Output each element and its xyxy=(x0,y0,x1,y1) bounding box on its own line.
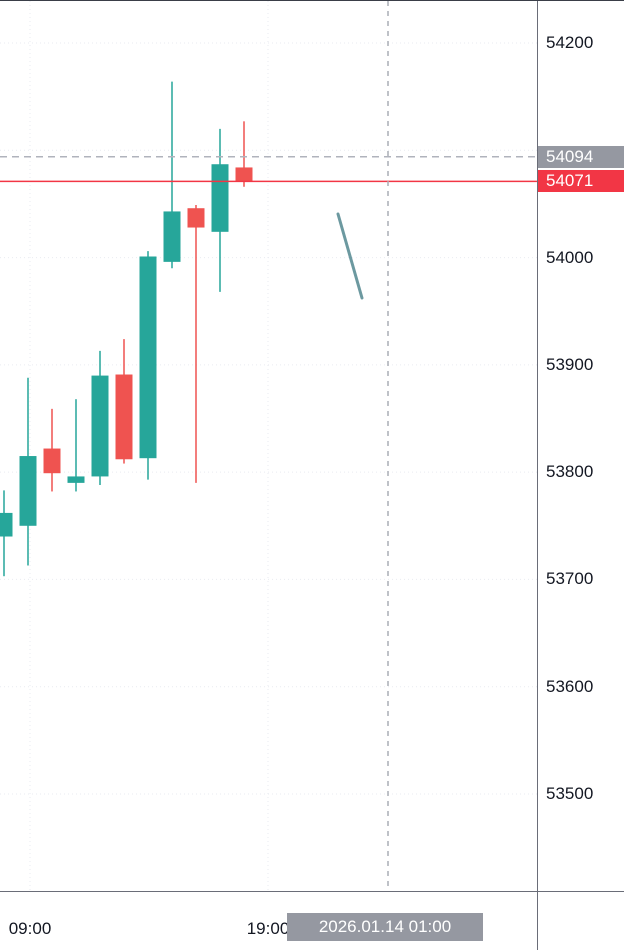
candle xyxy=(211,128,229,292)
crosshair-date-badge: 2026.01.14 01:00 xyxy=(287,913,483,941)
candle-body xyxy=(235,167,253,182)
candle-body xyxy=(43,448,61,474)
candle-body xyxy=(163,211,181,262)
price-axis-label: 53500 xyxy=(546,784,594,803)
candle xyxy=(139,251,157,480)
candle xyxy=(19,377,37,566)
candle-body xyxy=(211,164,229,232)
candle-body xyxy=(19,456,37,526)
candle-body xyxy=(187,208,205,228)
chart-canvas[interactable] xyxy=(0,1,537,891)
price-axis-label: 54200 xyxy=(546,33,594,52)
price-axis[interactable]: 54200 54000 53900 53800 53700 53600 53500 54094… xyxy=(537,1,624,891)
candle-body xyxy=(0,512,13,537)
candle xyxy=(91,350,109,486)
candle xyxy=(235,121,253,187)
time-axis-label: 09:00 xyxy=(8,919,52,938)
price-axis-label: 53900 xyxy=(546,354,594,374)
candle-body xyxy=(67,476,85,483)
time-axis[interactable]: 2026.01.14 01:00 09:00 19:00 xyxy=(0,891,537,950)
candle xyxy=(187,205,205,483)
candle-body xyxy=(91,375,109,477)
candle xyxy=(67,399,85,492)
price-axis-label: 53600 xyxy=(546,676,594,696)
candle xyxy=(43,408,61,492)
level-price-badge: 54094 xyxy=(538,145,624,168)
candle xyxy=(163,81,181,269)
candle xyxy=(115,339,133,464)
current-price-badge: 54071 xyxy=(538,170,624,193)
price-axis-label: 53700 xyxy=(546,569,594,589)
time-axis-label: 19:00 xyxy=(246,919,290,938)
candle-body xyxy=(115,374,133,460)
trend-line-drawing[interactable] xyxy=(336,212,364,300)
price-axis-label: 53800 xyxy=(546,462,594,482)
axis-corner xyxy=(537,891,624,950)
candle xyxy=(0,490,13,577)
price-axis-label: 54000 xyxy=(546,247,594,267)
candle-body xyxy=(139,256,157,459)
